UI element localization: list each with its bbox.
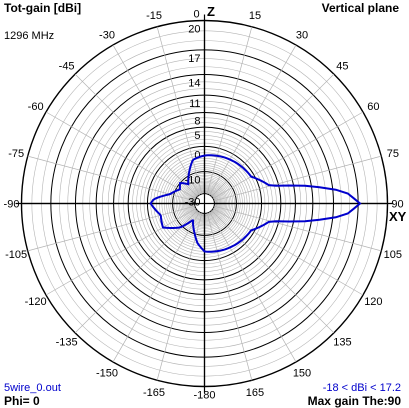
angle-spoke [156,26,203,194]
angle-tick-label: -90 [4,199,20,211]
angle-spoke [211,73,335,197]
angle-spoke [27,155,195,202]
radiation-pattern-line [149,154,362,253]
max-gain-label: Max gain The:90 [307,394,401,408]
radial-tick-label: -30 [185,197,201,209]
angle-spoke [206,213,253,381]
angle-tick-label: 0 [193,9,199,21]
frequency-label: 1296 MHz [4,30,55,42]
angle-tick-label: -150 [96,367,118,379]
angle-tick-label: -75 [8,148,24,160]
polar-grid [15,14,394,393]
angle-spoke [74,210,198,334]
angle-spoke [45,208,197,296]
angle-tick-label: 60 [367,101,379,113]
radial-tick-label: 20 [188,24,200,36]
angle-spoke [209,211,297,363]
angle-tick-label: -45 [59,61,75,73]
angle-spoke [156,213,203,381]
angle-tick-label: -15 [146,10,162,22]
plane-label: Vertical plane [321,1,399,15]
radial-tick-label: 5 [194,130,200,142]
radial-tick-label: 8 [194,116,200,128]
angle-spoke [112,211,200,363]
gain-range-label: -18 < dBi < 17.2 [322,382,401,394]
angle-tick-label: 150 [293,367,311,379]
angle-tick-label: 135 [333,336,351,348]
angle-tick-label: 90 [391,199,403,211]
angle-tick-label: 120 [364,296,382,308]
angle-spoke [209,44,297,196]
radial-tick-label: 17 [188,53,200,65]
radial-tick-label: 0 [194,149,200,161]
angle-tick-label: 30 [296,30,308,42]
angle-spoke [212,208,364,296]
angle-tick-label: 15 [249,10,261,22]
phi-label: Phi= 0 [4,394,40,408]
angle-spoke [27,205,195,252]
angle-spoke [112,44,200,196]
angle-spoke [206,26,253,194]
angle-tick-label: -135 [56,336,78,348]
angle-tick-label: 75 [387,148,399,160]
z-axis-label: Z [207,4,215,19]
angle-tick-label: -120 [25,296,47,308]
angle-spoke [211,210,335,334]
angle-spoke [214,155,382,202]
radial-tick-label: 11 [189,98,200,110]
angle-tick-label: -105 [5,249,27,261]
angle-tick-label: 165 [246,387,264,399]
xy-axis-label: XY [389,209,407,224]
angle-spoke [214,205,382,252]
chart-title: Tot-gain [dBi] [4,1,82,15]
angle-spoke [212,111,364,199]
angle-spoke [45,111,197,199]
filename-label: 5wire_0.out [4,382,61,394]
angle-tick-label: 45 [336,61,348,73]
angle-tick-label: 105 [384,249,402,261]
angle-tick-label: -165 [143,387,165,399]
angle-tick-label: -60 [28,101,44,113]
radial-tick-label: 14 [188,77,200,89]
angle-tick-label: -30 [99,30,115,42]
angle-spoke [74,73,198,197]
angle-tick-label: -180 [193,390,215,402]
